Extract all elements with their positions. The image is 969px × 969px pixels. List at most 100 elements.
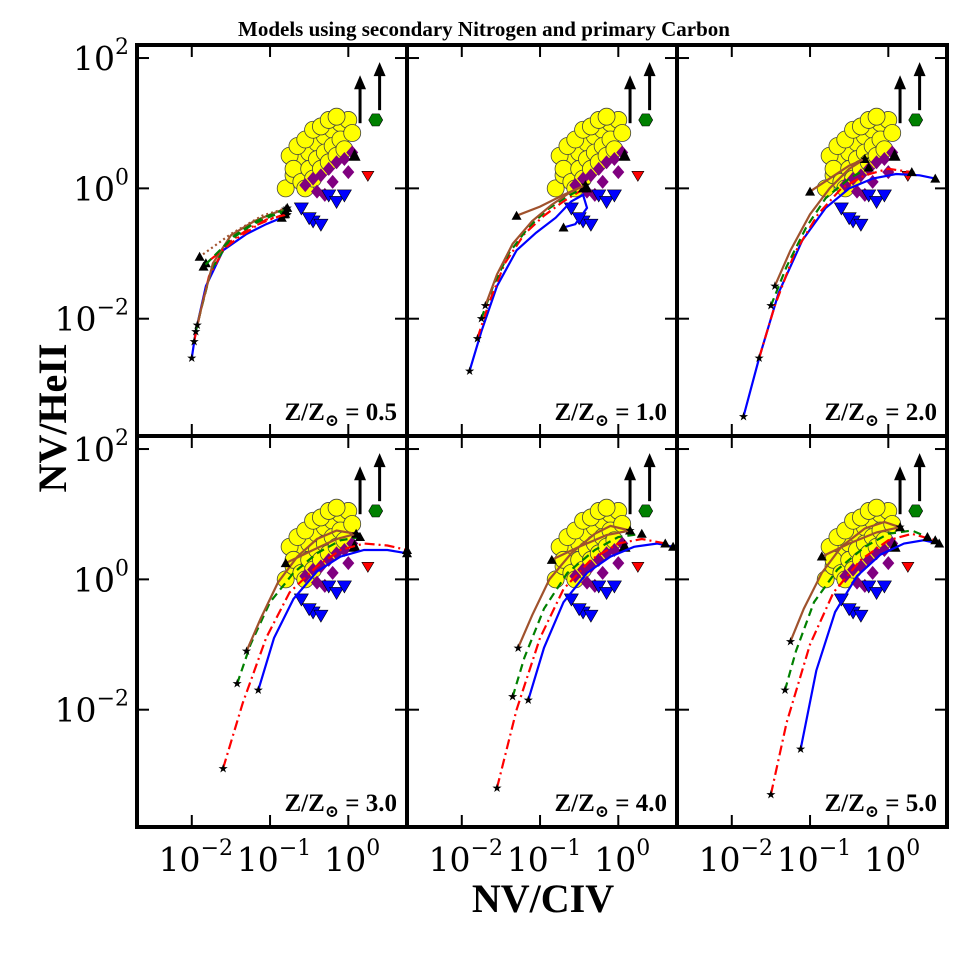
obs-red-triangle	[631, 562, 645, 573]
model-start-star: ★	[190, 325, 201, 339]
obs-purple-diamond	[342, 556, 355, 571]
model-start-star: ★	[351, 527, 362, 541]
obs-blue-triangle	[571, 603, 587, 617]
tick-base: 10	[429, 840, 471, 879]
obs-arrow-head	[913, 62, 926, 77]
obs-blue-triangle	[869, 587, 885, 600]
model-curve-brown-upper	[516, 184, 586, 217]
obs-arrow-head	[373, 453, 386, 468]
obs-yellow-circle	[597, 498, 616, 517]
obs-green-hexagon	[638, 504, 654, 518]
obs-blue-triangle	[301, 603, 317, 617]
obs-purple-diamond	[314, 168, 327, 183]
y-tick-label: 100	[73, 556, 129, 599]
panel-label-ratio: Z/Z	[284, 790, 324, 817]
y-axis-label: NV/HeII	[30, 344, 75, 493]
obs-arrow-head	[624, 466, 637, 481]
obs-blue-triangle	[583, 609, 599, 623]
obs-yellow-circle	[613, 124, 632, 142]
tick-base: 10	[73, 560, 115, 599]
panel-label-ratio: Z/Z	[554, 399, 594, 426]
obs-red-triangle	[361, 562, 375, 573]
obs-blue-triangle	[321, 189, 337, 203]
model-end-triangle	[280, 558, 291, 568]
model-curve-red-dashdot	[222, 542, 408, 769]
obs-blue-triangle	[853, 609, 869, 623]
obs-purple-diamond	[866, 565, 879, 580]
panel-label-sun: ⊙	[865, 802, 879, 821]
tick-base: 10	[55, 300, 97, 339]
model-start-star: ★	[476, 312, 487, 326]
y-tick-label: 102	[73, 426, 129, 469]
obs-purple-diamond	[596, 174, 609, 189]
model-end-triangle	[194, 251, 205, 261]
obs-blue-triangle	[321, 580, 337, 594]
panel-label-sun: ⊙	[325, 411, 339, 430]
y-tick-label: 10−2	[55, 296, 129, 339]
obs-blue-triangle	[329, 196, 345, 209]
tick-base: 10	[777, 840, 819, 879]
tick-base: 10	[324, 840, 366, 879]
obs-blue-triangle	[876, 189, 892, 203]
model-start-star: ★	[580, 178, 591, 192]
tick-base: 10	[507, 840, 549, 879]
obs-yellow-circle	[883, 124, 902, 142]
model-start-star: ★	[253, 683, 264, 697]
tick-base: 10	[55, 691, 97, 730]
obs-blue-triangle	[606, 189, 622, 203]
model-start-star: ★	[464, 364, 475, 378]
panel-label: Z/Z⊙ = 3.0	[284, 790, 397, 821]
model-end-triangle	[895, 522, 906, 532]
model-curve-brown-solid	[517, 524, 631, 649]
panel-label: Z/Z⊙ = 0.5	[284, 399, 397, 430]
panel-frame	[675, 43, 949, 438]
model-end-triangle	[805, 186, 816, 196]
obs-purple-diamond	[592, 161, 605, 176]
model-start-star: ★	[769, 279, 780, 293]
tick-exponent: −2	[97, 687, 129, 712]
panel-label-value: = 4.0	[609, 790, 667, 817]
x-tick-label: 100	[864, 836, 920, 879]
model-curve-brown-solid	[196, 206, 288, 326]
model-curve-brown-upper	[821, 526, 901, 558]
model-end-triangle	[546, 554, 557, 564]
panel-3: ★ ★ ★ ★ ★ Z/Z⊙ = 2.0	[675, 43, 949, 438]
obs-blue-triangle	[293, 593, 309, 607]
obs-blue-triangle	[869, 196, 885, 209]
model-end-triangle	[906, 167, 917, 177]
obs-arrow-head	[643, 453, 656, 468]
model-start-star: ★	[472, 331, 483, 345]
model-start-star: ★	[186, 351, 197, 365]
model-end-triangle	[863, 162, 874, 172]
panel-label-sun: ⊙	[595, 411, 609, 430]
panel-frame	[675, 434, 949, 829]
panel-frame	[135, 434, 409, 829]
obs-purple-diamond	[839, 569, 852, 584]
tick-exponent: 2	[115, 35, 129, 60]
obs-blue-triangle	[599, 196, 615, 209]
obs-arrow-head	[643, 62, 656, 77]
model-curve-blue-solid	[527, 542, 674, 701]
model-end-triangle	[558, 222, 569, 232]
panel-label-ratio: Z/Z	[554, 790, 594, 817]
obs-purple-diamond	[338, 152, 351, 167]
tick-base: 10	[73, 430, 115, 469]
y-tick-label: 100	[73, 165, 129, 208]
panel-label-value: = 2.0	[879, 399, 937, 426]
model-start-star: ★	[241, 644, 252, 658]
model-start-star: ★	[859, 152, 870, 166]
obs-purple-diamond	[608, 152, 621, 167]
obs-yellow-circle	[867, 107, 886, 126]
obs-green-hexagon	[368, 113, 384, 127]
model-start-star: ★	[523, 693, 534, 707]
obs-blue-triangle	[841, 603, 857, 617]
obs-green-hexagon	[908, 113, 924, 127]
obs-yellow-circle	[597, 107, 616, 126]
obs-black-triangle	[618, 148, 631, 161]
model-start-star: ★	[507, 690, 518, 704]
obs-purple-diamond	[612, 165, 625, 180]
tick-exponent: 2	[115, 426, 129, 451]
model-curve-green-dashed	[511, 532, 642, 698]
panel-frame	[405, 43, 679, 438]
